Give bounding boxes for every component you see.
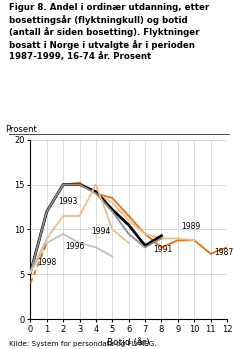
Text: 1989: 1989 — [181, 222, 200, 231]
Text: Kilde: System for persondata og FLYREG.: Kilde: System for persondata og FLYREG. — [9, 341, 157, 347]
Text: 1994: 1994 — [91, 227, 110, 236]
Text: Prosent: Prosent — [5, 125, 37, 134]
Text: 1991: 1991 — [153, 245, 172, 254]
Text: 1996: 1996 — [65, 242, 84, 251]
Text: 1998: 1998 — [37, 258, 56, 267]
Text: 1993: 1993 — [58, 197, 78, 206]
Text: Figur 8. Andel i ordinær utdanning, etter
bosettingsår (flyktningkull) og botid
: Figur 8. Andel i ordinær utdanning, ette… — [9, 3, 210, 61]
X-axis label: Botid (år): Botid (år) — [107, 338, 150, 347]
Text: 1987: 1987 — [214, 248, 233, 257]
